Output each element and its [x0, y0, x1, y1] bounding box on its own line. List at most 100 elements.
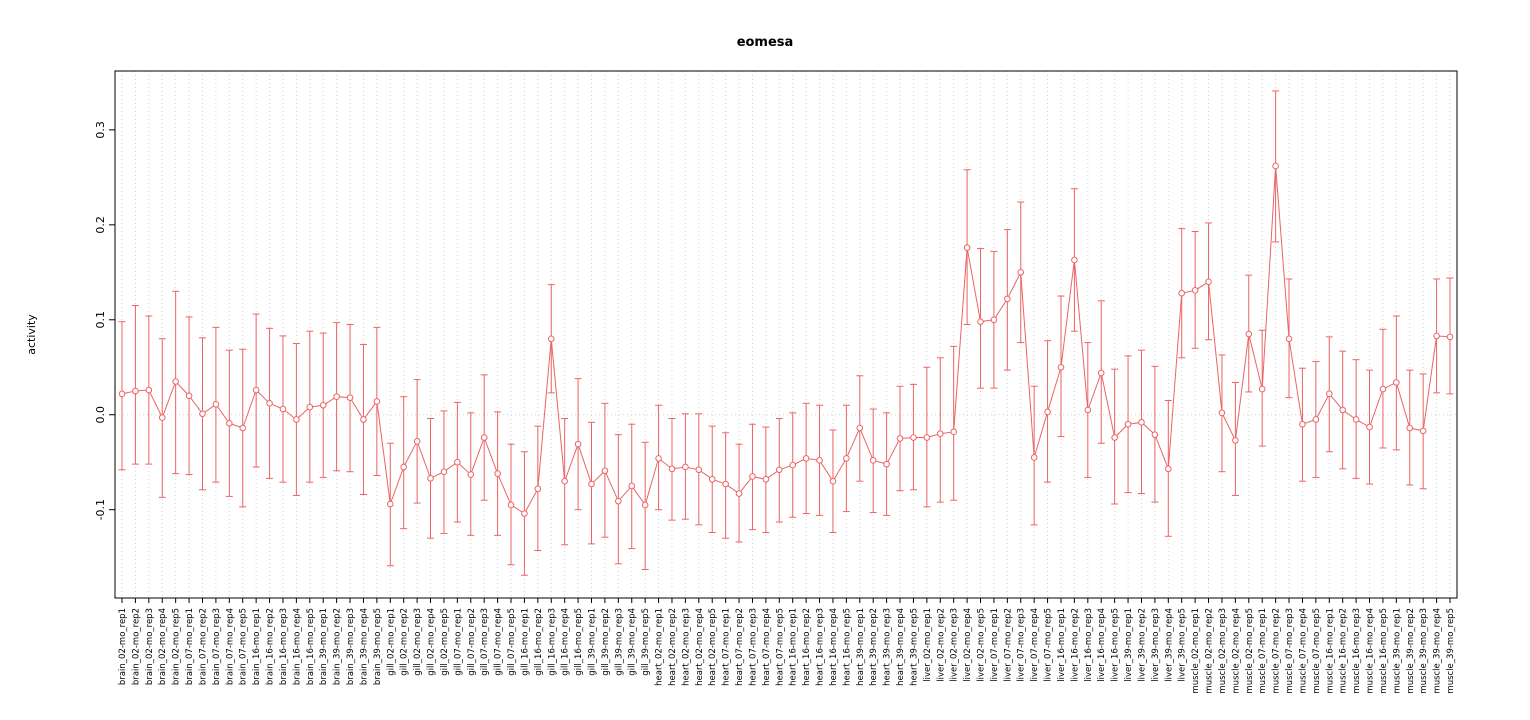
x-tick-label: liver_39-mo_rep5	[1178, 608, 1188, 682]
data-point	[1218, 409, 1226, 417]
x-tick-label: heart_39-mo_rep3	[883, 608, 893, 686]
data-point	[977, 318, 984, 325]
data-point	[373, 398, 381, 405]
x-tick-label: gill_02-mo_rep5	[440, 608, 450, 676]
data-point	[1339, 406, 1346, 414]
x-tick-label: liver_16-mo_rep4	[1097, 608, 1107, 682]
data-point	[1178, 289, 1186, 297]
data-point	[1272, 162, 1279, 170]
data-point	[440, 468, 448, 476]
data-point	[1393, 379, 1400, 386]
x-tick-label: gill_07-mo_rep5	[507, 608, 517, 676]
data-point	[1057, 363, 1065, 371]
data-point	[896, 435, 904, 442]
x-tick-label: muscle_07-mo_rep4	[1298, 608, 1308, 694]
data-point	[1205, 278, 1212, 286]
data-point	[789, 461, 797, 469]
x-tick-label: gill_16-mo_rep4	[561, 608, 571, 676]
x-tick-label: liver_02-mo_rep1	[923, 608, 933, 682]
data-point	[521, 510, 528, 517]
data-point	[963, 244, 971, 251]
data-point	[695, 466, 703, 474]
x-tick-label: gill_39-mo_rep3	[614, 608, 624, 676]
data-point	[118, 390, 126, 398]
x-tick-label: heart_07-mo_rep4	[762, 608, 772, 686]
x-tick-label: heart_16-mo_rep2	[802, 608, 812, 686]
data-point	[561, 477, 568, 485]
data-point	[1285, 335, 1293, 343]
x-tick-label: muscle_07-mo_rep5	[1312, 608, 1322, 694]
data-point	[145, 386, 153, 394]
data-point	[950, 428, 957, 436]
x-tick-label: gill_39-mo_rep5	[641, 608, 651, 676]
x-tick-label: brain_02-mo_rep3	[145, 608, 155, 685]
x-tick-label: brain_16-mo_rep5	[306, 608, 316, 685]
x-tick-label: liver_07-mo_rep1	[990, 608, 1000, 682]
data-point	[467, 471, 475, 478]
data-point	[1366, 423, 1373, 431]
x-tick-label: muscle_02-mo_rep1	[1191, 608, 1201, 694]
x-tick-label: gill_39-mo_rep4	[628, 608, 638, 676]
data-point	[856, 424, 864, 432]
data-point	[132, 387, 139, 395]
x-tick-label: liver_07-mo_rep5	[1044, 608, 1054, 682]
data-point	[226, 419, 233, 427]
data-point	[655, 455, 662, 462]
data-point	[990, 316, 998, 324]
data-point	[735, 490, 743, 497]
data-point	[386, 500, 394, 508]
data-point	[1312, 416, 1320, 423]
x-tick-label: heart_16-mo_rep1	[789, 608, 799, 686]
x-tick-label: gill_02-mo_rep4	[427, 608, 437, 676]
data-point	[252, 386, 260, 394]
x-tick-label: gill_02-mo_rep1	[386, 608, 396, 676]
x-tick-label: brain_39-mo_rep3	[346, 608, 356, 685]
x-tick-label: brain_16-mo_rep4	[292, 608, 302, 685]
x-tick-label: muscle_02-mo_rep5	[1245, 608, 1255, 694]
x-tick-label: brain_02-mo_rep4	[158, 608, 168, 685]
data-point	[400, 463, 407, 471]
plot-border	[114, 70, 1458, 599]
data-point	[883, 460, 890, 468]
x-tick-label: liver_02-mo_rep3	[950, 608, 960, 682]
data-point	[1097, 369, 1105, 377]
x-tick-label: heart_02-mo_rep1	[655, 608, 665, 686]
x-tick-label: brain_16-mo_rep3	[279, 608, 289, 685]
data-point	[293, 416, 300, 423]
x-tick-label: brain_16-mo_rep2	[266, 608, 276, 685]
data-point	[749, 473, 756, 480]
data-point	[1299, 420, 1306, 428]
x-tick-label: muscle_39-mo_rep4	[1433, 608, 1443, 694]
x-tick-label: heart_39-mo_rep4	[896, 608, 906, 686]
x-tick-label: brain_39-mo_rep1	[319, 608, 329, 685]
x-tick-label: liver_39-mo_rep1	[1124, 608, 1134, 682]
data-point	[775, 466, 783, 474]
data-point	[601, 467, 609, 475]
x-tick-label: muscle_16-mo_rep5	[1379, 608, 1389, 694]
x-tick-label: brain_07-mo_rep2	[198, 608, 208, 685]
x-tick-label: muscle_02-mo_rep3	[1218, 608, 1228, 694]
x-tick-label: liver_02-mo_rep5	[977, 608, 987, 682]
data-point	[360, 416, 367, 423]
data-point	[1151, 431, 1159, 438]
data-point	[869, 457, 877, 464]
x-tick-label: brain_39-mo_rep2	[333, 608, 343, 685]
data-point	[802, 455, 810, 462]
x-tick-label: liver_02-mo_rep4	[963, 608, 973, 682]
data-point	[1138, 419, 1145, 426]
y-tick-label: 0.3	[94, 121, 107, 139]
data-point	[936, 430, 944, 438]
x-tick-label: brain_02-mo_rep5	[172, 608, 182, 685]
data-point	[185, 392, 193, 400]
data-point	[1165, 465, 1172, 473]
data-point	[199, 410, 206, 418]
data-point	[816, 457, 823, 464]
x-tick-label: gill_02-mo_rep3	[413, 608, 423, 676]
data-point	[158, 414, 166, 421]
x-tick-label: heart_07-mo_rep5	[775, 608, 785, 686]
data-point	[668, 465, 676, 473]
x-tick-label: liver_07-mo_rep3	[1017, 608, 1027, 682]
x-tick-label: brain_07-mo_rep1	[185, 608, 195, 685]
data-point	[494, 470, 501, 477]
x-tick-label: liver_07-mo_rep2	[1003, 608, 1013, 682]
